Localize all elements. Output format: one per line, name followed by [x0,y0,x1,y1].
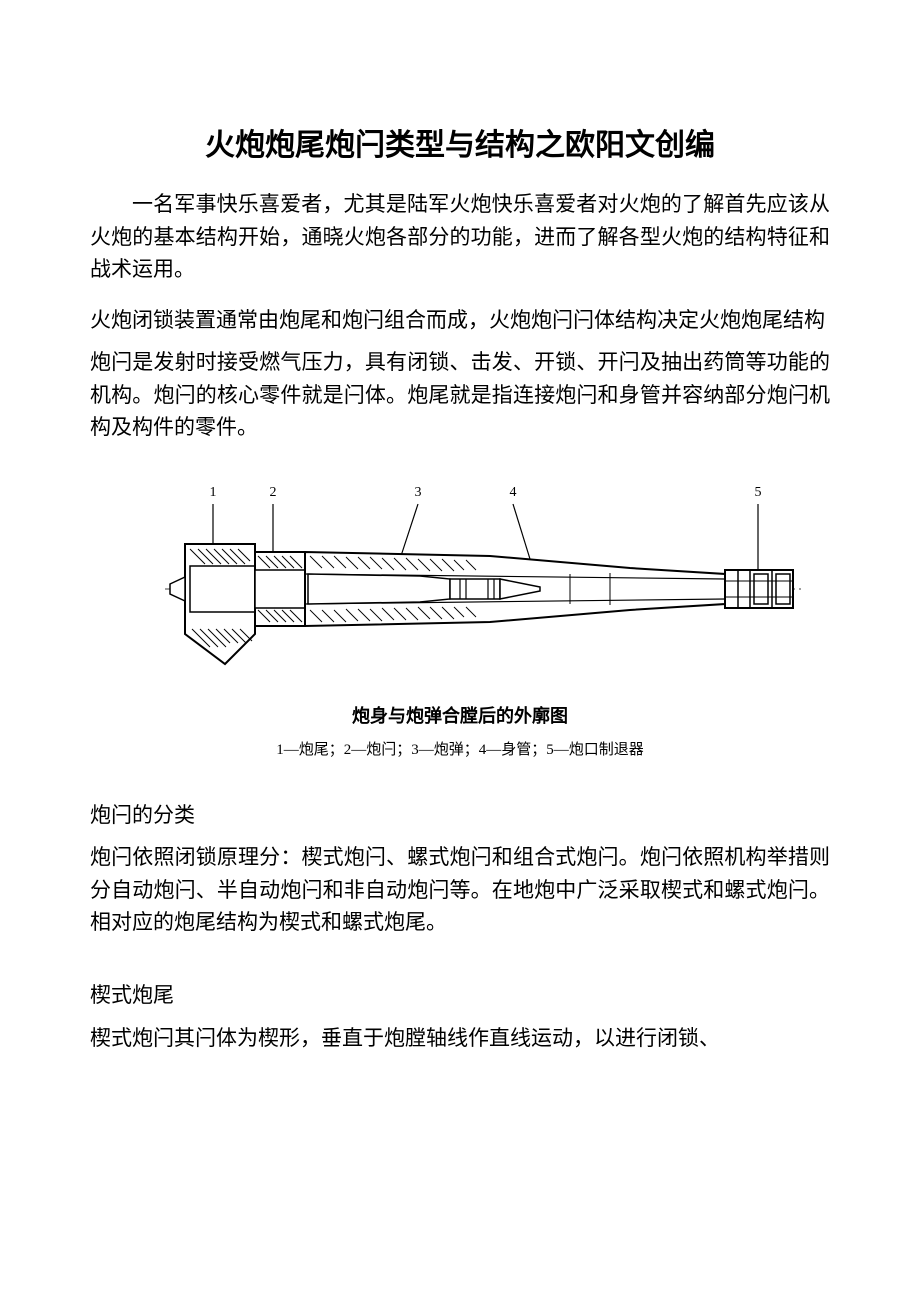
section3-body: 楔式炮闩其闩体为楔形，垂直于炮膛轴线作直线运动，以进行闭锁、 [90,1022,830,1055]
intro-paragraph: 一名军事快乐喜爱者，尤其是陆军火炮快乐喜爱者对火炮的了解首先应该从火炮的基本结构… [90,188,830,286]
section-2: 炮闩的分类 炮闩依照闭锁原理分：楔式炮闩、螺式炮闩和组合式炮闩。炮闩依照机构举措… [90,799,830,939]
bolt-part [255,552,305,626]
diagram-container: 1 2 3 4 5 [110,474,810,759]
section1-p2: 炮闩是发射时接受燃气压力，具有闭锁、击发、开锁、开闩及抽出药筒等功能的机构。炮闩… [90,346,830,444]
diagram-label-2: 2 [270,485,277,500]
cannon-diagram: 1 2 3 4 5 [110,474,810,684]
diagram-label-1: 1 [210,485,217,500]
section2-body: 炮闩依照闭锁原理分：楔式炮闩、螺式炮闩和组合式炮闩。炮闩依照机构举措则分自动炮闩… [90,841,830,939]
page-title: 火炮炮尾炮闩类型与结构之欧阳文创编 [90,120,830,164]
diagram-caption-legend: 1—炮尾；2—炮闩；3—炮弹；4—身管；5—炮口制退器 [110,738,810,759]
breech-part [170,544,255,664]
diagram-label-5: 5 [755,485,762,500]
section-3: 楔式炮尾 楔式炮闩其闩体为楔形，垂直于炮膛轴线作直线运动，以进行闭锁、 [90,979,830,1054]
section-1: 火炮闭锁装置通常由炮尾和炮闩组合而成，火炮炮闩闩体结构决定火炮炮尾结构 炮闩是发… [90,304,830,444]
diagram-caption-title: 炮身与炮弹合膛后的外廓图 [110,702,810,728]
section3-heading: 楔式炮尾 [90,979,830,1012]
section1-p1: 火炮闭锁装置通常由炮尾和炮闩组合而成，火炮炮闩闩体结构决定火炮炮尾结构 [90,304,830,337]
section2-heading: 炮闩的分类 [90,799,830,832]
diagram-label-3: 3 [415,485,422,500]
muzzle-brake-part [725,570,793,608]
diagram-label-4: 4 [510,485,517,500]
